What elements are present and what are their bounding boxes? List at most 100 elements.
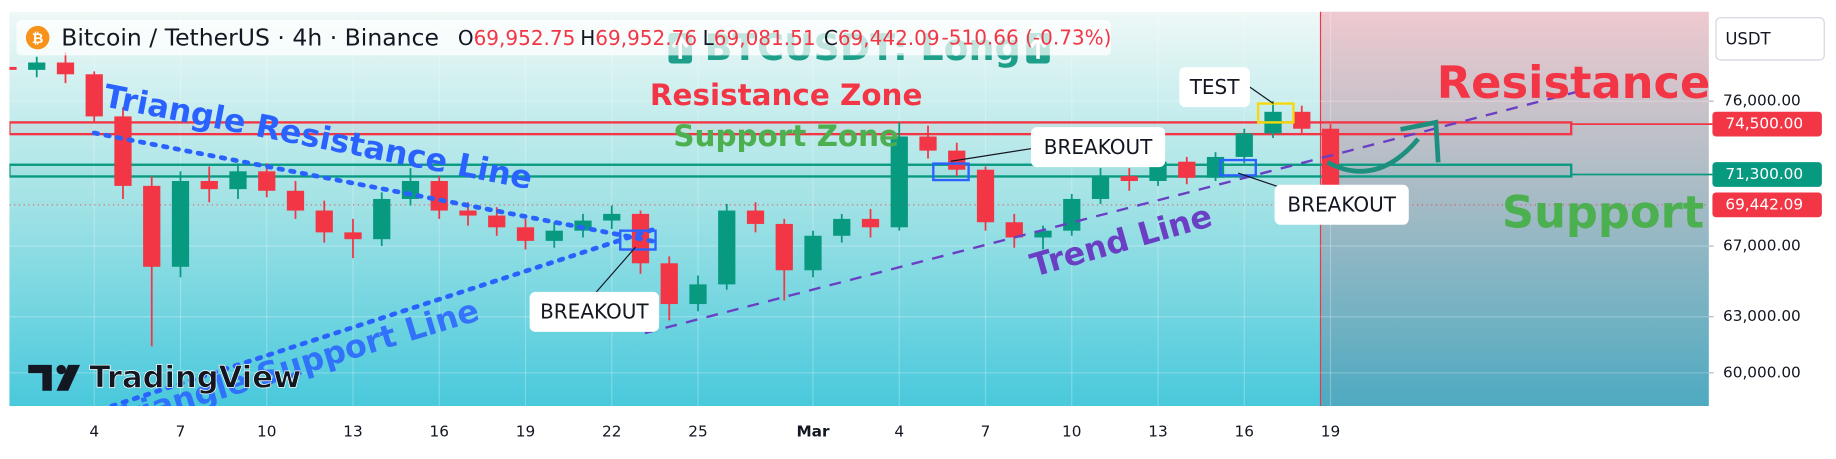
candle-body (171, 181, 190, 267)
zone (9, 163, 1573, 178)
time-axis-background (0, 406, 1709, 459)
candle-body (488, 215, 506, 228)
bitcoin-icon (25, 25, 50, 50)
ohlc-value: 69,442.09 (838, 25, 940, 49)
candle-body (229, 171, 247, 190)
breakout-label: BREAKOUT (1287, 192, 1396, 216)
bitcoin-icon-glyph: ₿ (32, 31, 44, 47)
candle-body (430, 181, 448, 211)
axes-layer: 76,000.00 67,000.00 63,000.00 60,000.00 4 7 10… (89, 92, 1822, 440)
x-tick-label: 4 (89, 422, 99, 440)
x-tick-label: 13 (1148, 422, 1167, 440)
candle-body (660, 263, 678, 305)
watermark: TradingView (28, 360, 302, 396)
ohlc-item: O69,952.75 (458, 25, 576, 49)
ohlc-key: H (580, 25, 595, 49)
ohlc-key: O (458, 25, 474, 49)
candle-body (1063, 198, 1081, 231)
candle-body (919, 136, 937, 151)
ohlc-item: H69,952.76 (580, 25, 697, 49)
candle-body (258, 171, 276, 191)
x-tick-label: 7 (981, 422, 991, 440)
breakout-label: BREAKOUT (540, 300, 649, 324)
ohlc-header: O69,952.75 H69,952.76 L69,081.51 C69,442.09… (458, 25, 1112, 49)
x-tick-label: 16 (430, 422, 449, 440)
price-tag-label: 69,442.09 (1725, 195, 1803, 213)
price-tag (1712, 162, 1822, 187)
symbol-label: Bitcoin / TetherUS · 4h · Binance (61, 23, 439, 51)
breakout-box (619, 229, 657, 251)
resistance-zone-label: Resistance Zone (650, 78, 923, 112)
price-tag (1712, 192, 1822, 218)
callout-pointer (593, 246, 636, 295)
x-tick-label: 10 (257, 422, 276, 440)
ohlc-key: C (824, 25, 838, 49)
x-tick-label: 19 (516, 422, 535, 440)
candle-body (143, 185, 161, 267)
callout-pointer (1249, 86, 1274, 105)
candle-body (344, 232, 362, 240)
price-tag-label: 71,300.00 (1725, 165, 1803, 183)
projection-arrow-head (1400, 119, 1441, 163)
callout-pointer (1237, 172, 1284, 189)
x-tick-label: 16 (1235, 422, 1254, 440)
candle-body (1120, 176, 1138, 182)
x-tick-label: 19 (1321, 422, 1340, 440)
candle-body (775, 223, 793, 271)
x-tick-label: 13 (343, 422, 362, 440)
currency-label: USDT (1725, 30, 1771, 49)
breakout-box (1219, 158, 1257, 177)
candle-body (1005, 222, 1023, 238)
candle-body (516, 227, 535, 241)
y-tick-label: 67,000.00 (1723, 237, 1801, 255)
test-box (1256, 102, 1295, 124)
breakout-label: BREAKOUT (1044, 135, 1153, 159)
ohlc-value: 69,952.76 (595, 25, 697, 49)
candle-body (373, 198, 391, 240)
projection-arrow (1326, 137, 1420, 174)
price-tag (1712, 111, 1822, 137)
candle-body (545, 230, 563, 241)
callout-pointer (950, 147, 1034, 162)
callout-box (529, 291, 660, 332)
x-tick-label: 22 (602, 422, 621, 440)
currency-button[interactable] (1715, 17, 1825, 61)
candle-body (1235, 133, 1253, 157)
ohlc-item: L69,081.51 (703, 25, 816, 49)
drawings (91, 86, 1578, 407)
candle-body (746, 210, 765, 224)
callout-box (1179, 67, 1250, 108)
y-tick-label: 60,000.00 (1723, 363, 1801, 381)
candle-body (315, 210, 333, 233)
header-background (16, 20, 1112, 56)
logo-mark (56, 364, 81, 391)
support-label: Support (1502, 185, 1704, 238)
candle-body (1034, 230, 1052, 238)
x-tick-label: Mar (796, 422, 830, 440)
candle-body (56, 62, 75, 75)
candle-body (114, 116, 132, 186)
candle-body (1178, 161, 1196, 178)
support-zone-label: Support Zone (673, 119, 899, 153)
candle-body (833, 218, 851, 236)
candle-body (890, 136, 908, 228)
candle-body (861, 218, 880, 228)
ohlc-value: 69,952.75 (474, 25, 576, 49)
candle-body (286, 190, 305, 211)
logo-mark (28, 364, 52, 391)
ohlc-item: C69,442.09 (824, 25, 940, 49)
candle-body (1293, 111, 1311, 129)
y-tick-label: 63,000.00 (1723, 307, 1801, 325)
candle-body (28, 62, 46, 70)
candle-body (976, 169, 995, 223)
candle-body (804, 235, 822, 271)
logo-mark (56, 364, 66, 375)
triangle-support-line (109, 227, 656, 407)
x-tick-label: 7 (176, 422, 186, 440)
y-tick-label: 76,000.00 (1723, 92, 1801, 110)
price-tag-label: 74,500.00 (1725, 115, 1803, 133)
resistance-label: Resistance (1437, 56, 1711, 109)
price-axis-background (1708, 0, 1836, 459)
